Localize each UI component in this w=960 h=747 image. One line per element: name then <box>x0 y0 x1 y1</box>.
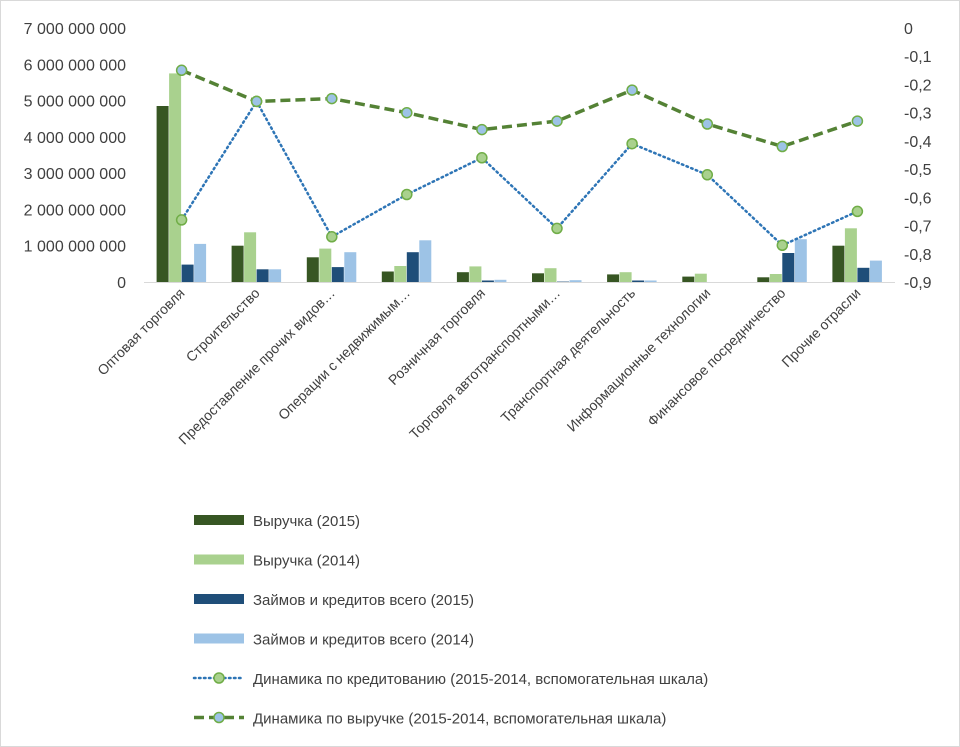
category-label: Информационные технологии <box>564 285 714 435</box>
y-right-tick-label: -0,8 <box>904 247 932 264</box>
legend-swatch <box>194 554 244 565</box>
y-right-tick-label: -0,1 <box>904 49 932 66</box>
bar <box>306 257 319 282</box>
category-label: Транспортная деятельность <box>497 285 638 426</box>
line-point <box>401 106 413 119</box>
line-point <box>626 137 638 150</box>
y-right-tick-label: -0,9 <box>904 275 932 292</box>
bar <box>169 73 182 283</box>
bar <box>156 106 169 282</box>
line-point <box>551 222 563 235</box>
bar <box>832 245 845 282</box>
line-point <box>175 214 188 226</box>
legend-marker <box>213 711 225 724</box>
line-point <box>551 115 563 127</box>
line-point <box>476 123 488 136</box>
bar <box>632 280 645 282</box>
legend-label: Выручка (2014) <box>253 553 360 570</box>
bar <box>319 248 332 282</box>
bar <box>494 279 507 282</box>
category-label: Оптовая торговля <box>94 285 188 379</box>
bar <box>406 252 419 282</box>
bar <box>469 266 482 282</box>
bar <box>419 240 432 282</box>
bar <box>844 228 857 282</box>
bar <box>394 266 407 282</box>
bar <box>381 271 394 282</box>
line-point <box>250 95 263 108</box>
bar <box>619 272 632 282</box>
category-label: Предоставление прочих видов… <box>175 285 338 448</box>
bar <box>682 276 695 282</box>
bar <box>857 267 870 282</box>
category-label: Строительство <box>183 285 263 365</box>
y-right-tick-label: -0,7 <box>904 219 932 236</box>
legend-swatch <box>194 633 244 644</box>
bar <box>256 269 269 282</box>
y-left-tick-label: 0 <box>117 275 126 292</box>
y-left-tick-label: 3 000 000 000 <box>24 166 126 183</box>
line-point <box>851 205 864 218</box>
line-point <box>701 118 714 130</box>
bar <box>181 264 194 282</box>
bar <box>794 239 807 282</box>
legend-swatch <box>194 594 244 604</box>
legend-swatch <box>194 515 244 525</box>
bar <box>331 267 344 282</box>
bar <box>607 274 620 282</box>
y-right-tick-label: -0,5 <box>904 162 932 179</box>
bar <box>544 268 557 282</box>
y-right-tick-label: -0,6 <box>904 190 932 207</box>
line-point <box>175 64 188 77</box>
category-label: Прочие отрасли <box>778 285 863 370</box>
bar <box>481 280 494 282</box>
bar <box>769 274 782 282</box>
bar <box>757 277 770 282</box>
bar <box>456 272 469 282</box>
bar <box>694 273 707 282</box>
y-right-tick-label: 0 <box>904 21 913 38</box>
bar <box>644 280 657 282</box>
legend-label: Займов и кредитов всего (2014) <box>253 632 474 649</box>
bar <box>532 273 544 282</box>
y-left-tick-label: 6 000 000 000 <box>24 57 126 74</box>
legend-marker <box>213 672 225 684</box>
bar <box>344 252 357 282</box>
bar <box>231 245 244 282</box>
category-label: Торговля автотранспортными… <box>406 285 563 442</box>
line-point <box>326 231 338 243</box>
bar <box>869 260 882 282</box>
legend-label: Выручка (2015) <box>253 513 360 530</box>
line-point <box>701 169 714 181</box>
series-line <box>180 98 859 247</box>
y-left-tick-label: 4 000 000 000 <box>24 130 126 147</box>
category-label: Операции с недвижимым… <box>275 285 413 423</box>
legend-label: Динамика по кредитованию (2015-2014, всп… <box>253 671 708 688</box>
bar <box>569 280 582 282</box>
bar <box>269 269 282 282</box>
y-left-tick-label: 2 000 000 000 <box>24 202 126 219</box>
bar <box>782 253 795 282</box>
y-right-tick-label: -0,3 <box>904 106 932 123</box>
line-point <box>626 84 638 96</box>
legend-label: Динамика по выручке (2015-2014, вспомога… <box>253 711 666 728</box>
y-left-tick-label: 7 000 000 000 <box>24 21 126 38</box>
category-label: Финансовое посредничество <box>644 285 789 430</box>
legend-label: Займов и кредитов всего (2015) <box>253 592 474 609</box>
line-point <box>776 140 789 153</box>
bar <box>244 232 257 282</box>
line-point <box>476 152 488 164</box>
y-left-tick-label: 5 000 000 000 <box>24 94 126 111</box>
line-point <box>776 239 789 252</box>
y-right-tick-label: -0,2 <box>904 77 932 94</box>
series-line <box>180 68 858 149</box>
y-left-tick-label: 1 000 000 000 <box>24 239 126 256</box>
line-point <box>851 115 864 127</box>
line-point <box>401 188 413 201</box>
line-point <box>326 92 338 105</box>
y-right-tick-label: -0,4 <box>904 134 932 151</box>
bar <box>194 243 207 282</box>
